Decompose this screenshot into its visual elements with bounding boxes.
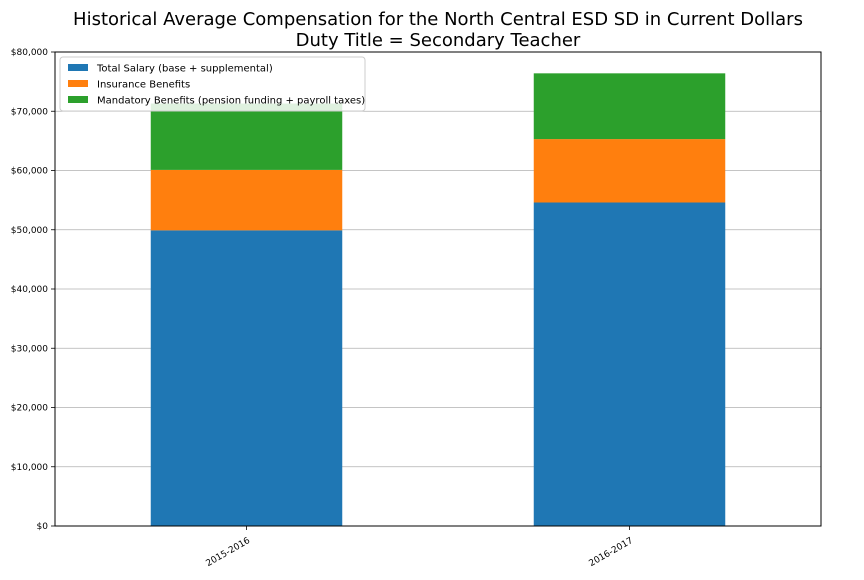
x-tick-label: 2016-2017 xyxy=(588,536,635,569)
y-tick-label: $70,000 xyxy=(11,107,48,117)
bar-segment xyxy=(533,139,726,203)
y-tick-label: $20,000 xyxy=(11,404,48,414)
legend-swatch xyxy=(68,96,88,103)
y-tick-label: $0 xyxy=(37,522,49,532)
y-tick-label: $60,000 xyxy=(11,167,48,177)
legend-swatch xyxy=(68,80,88,87)
chart-title: Historical Average Compensation for the … xyxy=(73,9,803,30)
legend-label: Total Salary (base + supplemental) xyxy=(96,64,273,75)
legend-box xyxy=(59,56,366,112)
legend-label: Insurance Benefits xyxy=(97,80,190,91)
bar-segment xyxy=(150,103,343,170)
legend-label: Mandatory Benefits (pension funding + pa… xyxy=(97,96,365,107)
bar-segment xyxy=(150,169,343,231)
bar-segment xyxy=(533,202,726,526)
y-tick-label: $80,000 xyxy=(11,48,48,58)
y-axis: $0 $10,000 $20,000 $30,000 $40,000 $50,000 $60… xyxy=(11,48,55,532)
bars xyxy=(150,73,726,526)
x-tick-label: 2015-2016 xyxy=(205,536,253,569)
x-axis: 2015-2016 2016-2017 xyxy=(205,526,635,569)
y-tick-label: $10,000 xyxy=(11,463,48,473)
y-tick-label: $40,000 xyxy=(11,285,48,295)
bar-segment xyxy=(150,230,343,526)
legend-swatch xyxy=(68,64,88,71)
y-tick-label: $30,000 xyxy=(11,344,48,354)
legend: Total Salary (base + supplemental) Insura… xyxy=(59,56,366,112)
y-tick-label: $50,000 xyxy=(11,226,48,236)
bar-segment xyxy=(533,73,726,140)
chart-subtitle: Duty Title = Secondary Teacher xyxy=(296,30,581,51)
